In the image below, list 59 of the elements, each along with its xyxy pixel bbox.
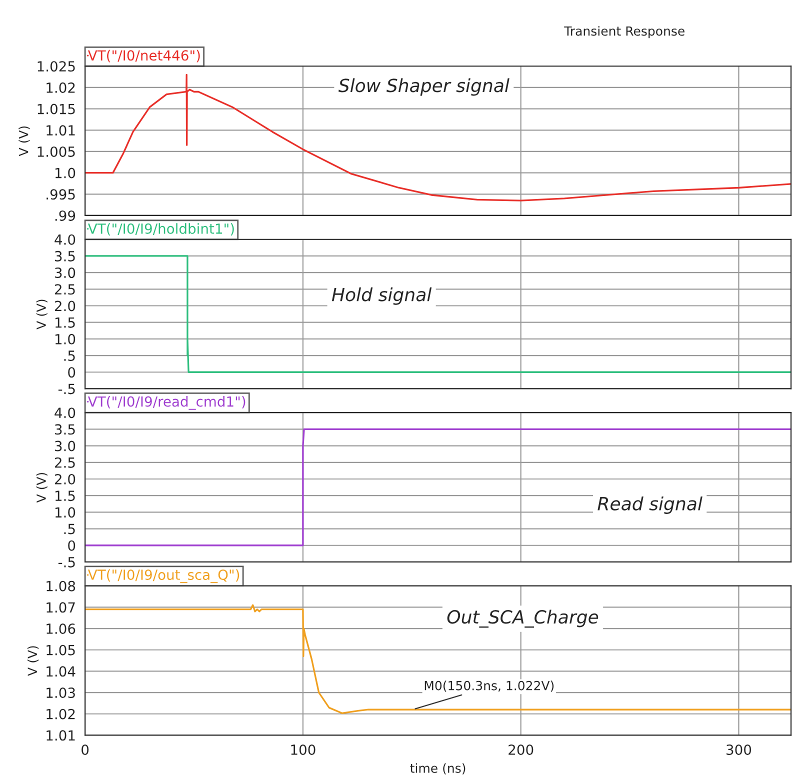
- y-tick-label: 1.015: [38, 104, 75, 114]
- y-tick-label: -.5: [58, 557, 75, 568]
- y-tick-label: -.5: [58, 384, 75, 394]
- y-tick-label: 1.02: [46, 708, 75, 720]
- annotation: Hold signal: [332, 287, 432, 305]
- annotation: Out_SCA_Charge: [447, 610, 598, 628]
- y-tick-label: 1.01: [46, 730, 75, 741]
- y-tick-label: .99: [55, 210, 76, 221]
- y-tick-label: 2.0: [54, 474, 76, 484]
- y-tick-label: .995: [46, 189, 75, 200]
- y-axis-title: V (V): [36, 472, 48, 503]
- legend-label: VT("/I0/net446"): [88, 50, 200, 62]
- x-axis-title: time (ns): [410, 763, 466, 774]
- y-tick-label: 1.04: [46, 666, 76, 677]
- line-series: [85, 255, 792, 373]
- x-tick-label: 0: [82, 744, 89, 755]
- y-tick-label: 1.0: [55, 507, 76, 518]
- y-tick-label: 1.08: [46, 580, 76, 592]
- x-tick-label: 300: [726, 744, 752, 755]
- y-axis-title: V (V): [36, 300, 48, 330]
- x-tick-label: 100: [291, 744, 316, 755]
- y-tick-label: .5: [64, 524, 75, 534]
- y-tick-label: 1.07: [46, 602, 75, 613]
- y-tick-label: 1.0: [55, 168, 76, 178]
- y-tick-label: 1.5: [55, 317, 75, 328]
- annotation: M0(150.3ns, 1.022V): [424, 680, 554, 692]
- chart-title: Transient Response: [564, 26, 684, 38]
- y-tick-label: .5: [64, 350, 75, 362]
- line-series: [85, 74, 792, 202]
- y-tick-label: 0: [68, 367, 76, 378]
- y-tick-label: 3.5: [55, 424, 75, 435]
- y-tick-label: 1.005: [38, 146, 75, 157]
- legend-label: VT("/I0/I9/holdbint1"): [88, 223, 234, 236]
- y-tick-label: 1.5: [55, 490, 75, 502]
- y-axis-title: V (V): [27, 646, 39, 676]
- annotation: Slow Shaper signal: [338, 78, 510, 96]
- y-axis-title: V (V): [18, 126, 30, 156]
- line-series: [85, 428, 792, 546]
- y-tick-label: 3.0: [55, 440, 76, 452]
- legend-label: VT("/I0/I9/out_sca_Q"): [88, 569, 240, 584]
- line-series: [85, 604, 792, 714]
- annotation: Read signal: [598, 496, 702, 514]
- y-tick-label: 1.05: [46, 644, 75, 656]
- y-tick-label: 1.0: [55, 334, 76, 344]
- y-tick-label: 1.02: [46, 82, 75, 93]
- y-tick-label: 1.03: [46, 688, 75, 698]
- y-tick-label: 1.025: [38, 61, 75, 72]
- y-tick-label: 2.0: [54, 300, 76, 312]
- y-tick-label: 1.01: [46, 125, 75, 136]
- y-tick-label: 4.0: [54, 234, 76, 245]
- y-tick-label: 2.5: [54, 284, 75, 295]
- y-tick-label: 4.0: [54, 408, 76, 418]
- y-tick-label: 3.0: [55, 268, 76, 278]
- y-tick-label: 1.06: [46, 624, 76, 634]
- legend-label: VT("/I0/I9/read_cmd1"): [88, 396, 246, 410]
- x-tick-label: 200: [508, 744, 534, 755]
- y-tick-label: 3.5: [55, 250, 75, 262]
- y-tick-label: 2.5: [54, 457, 75, 468]
- y-tick-label: 0: [68, 540, 76, 551]
